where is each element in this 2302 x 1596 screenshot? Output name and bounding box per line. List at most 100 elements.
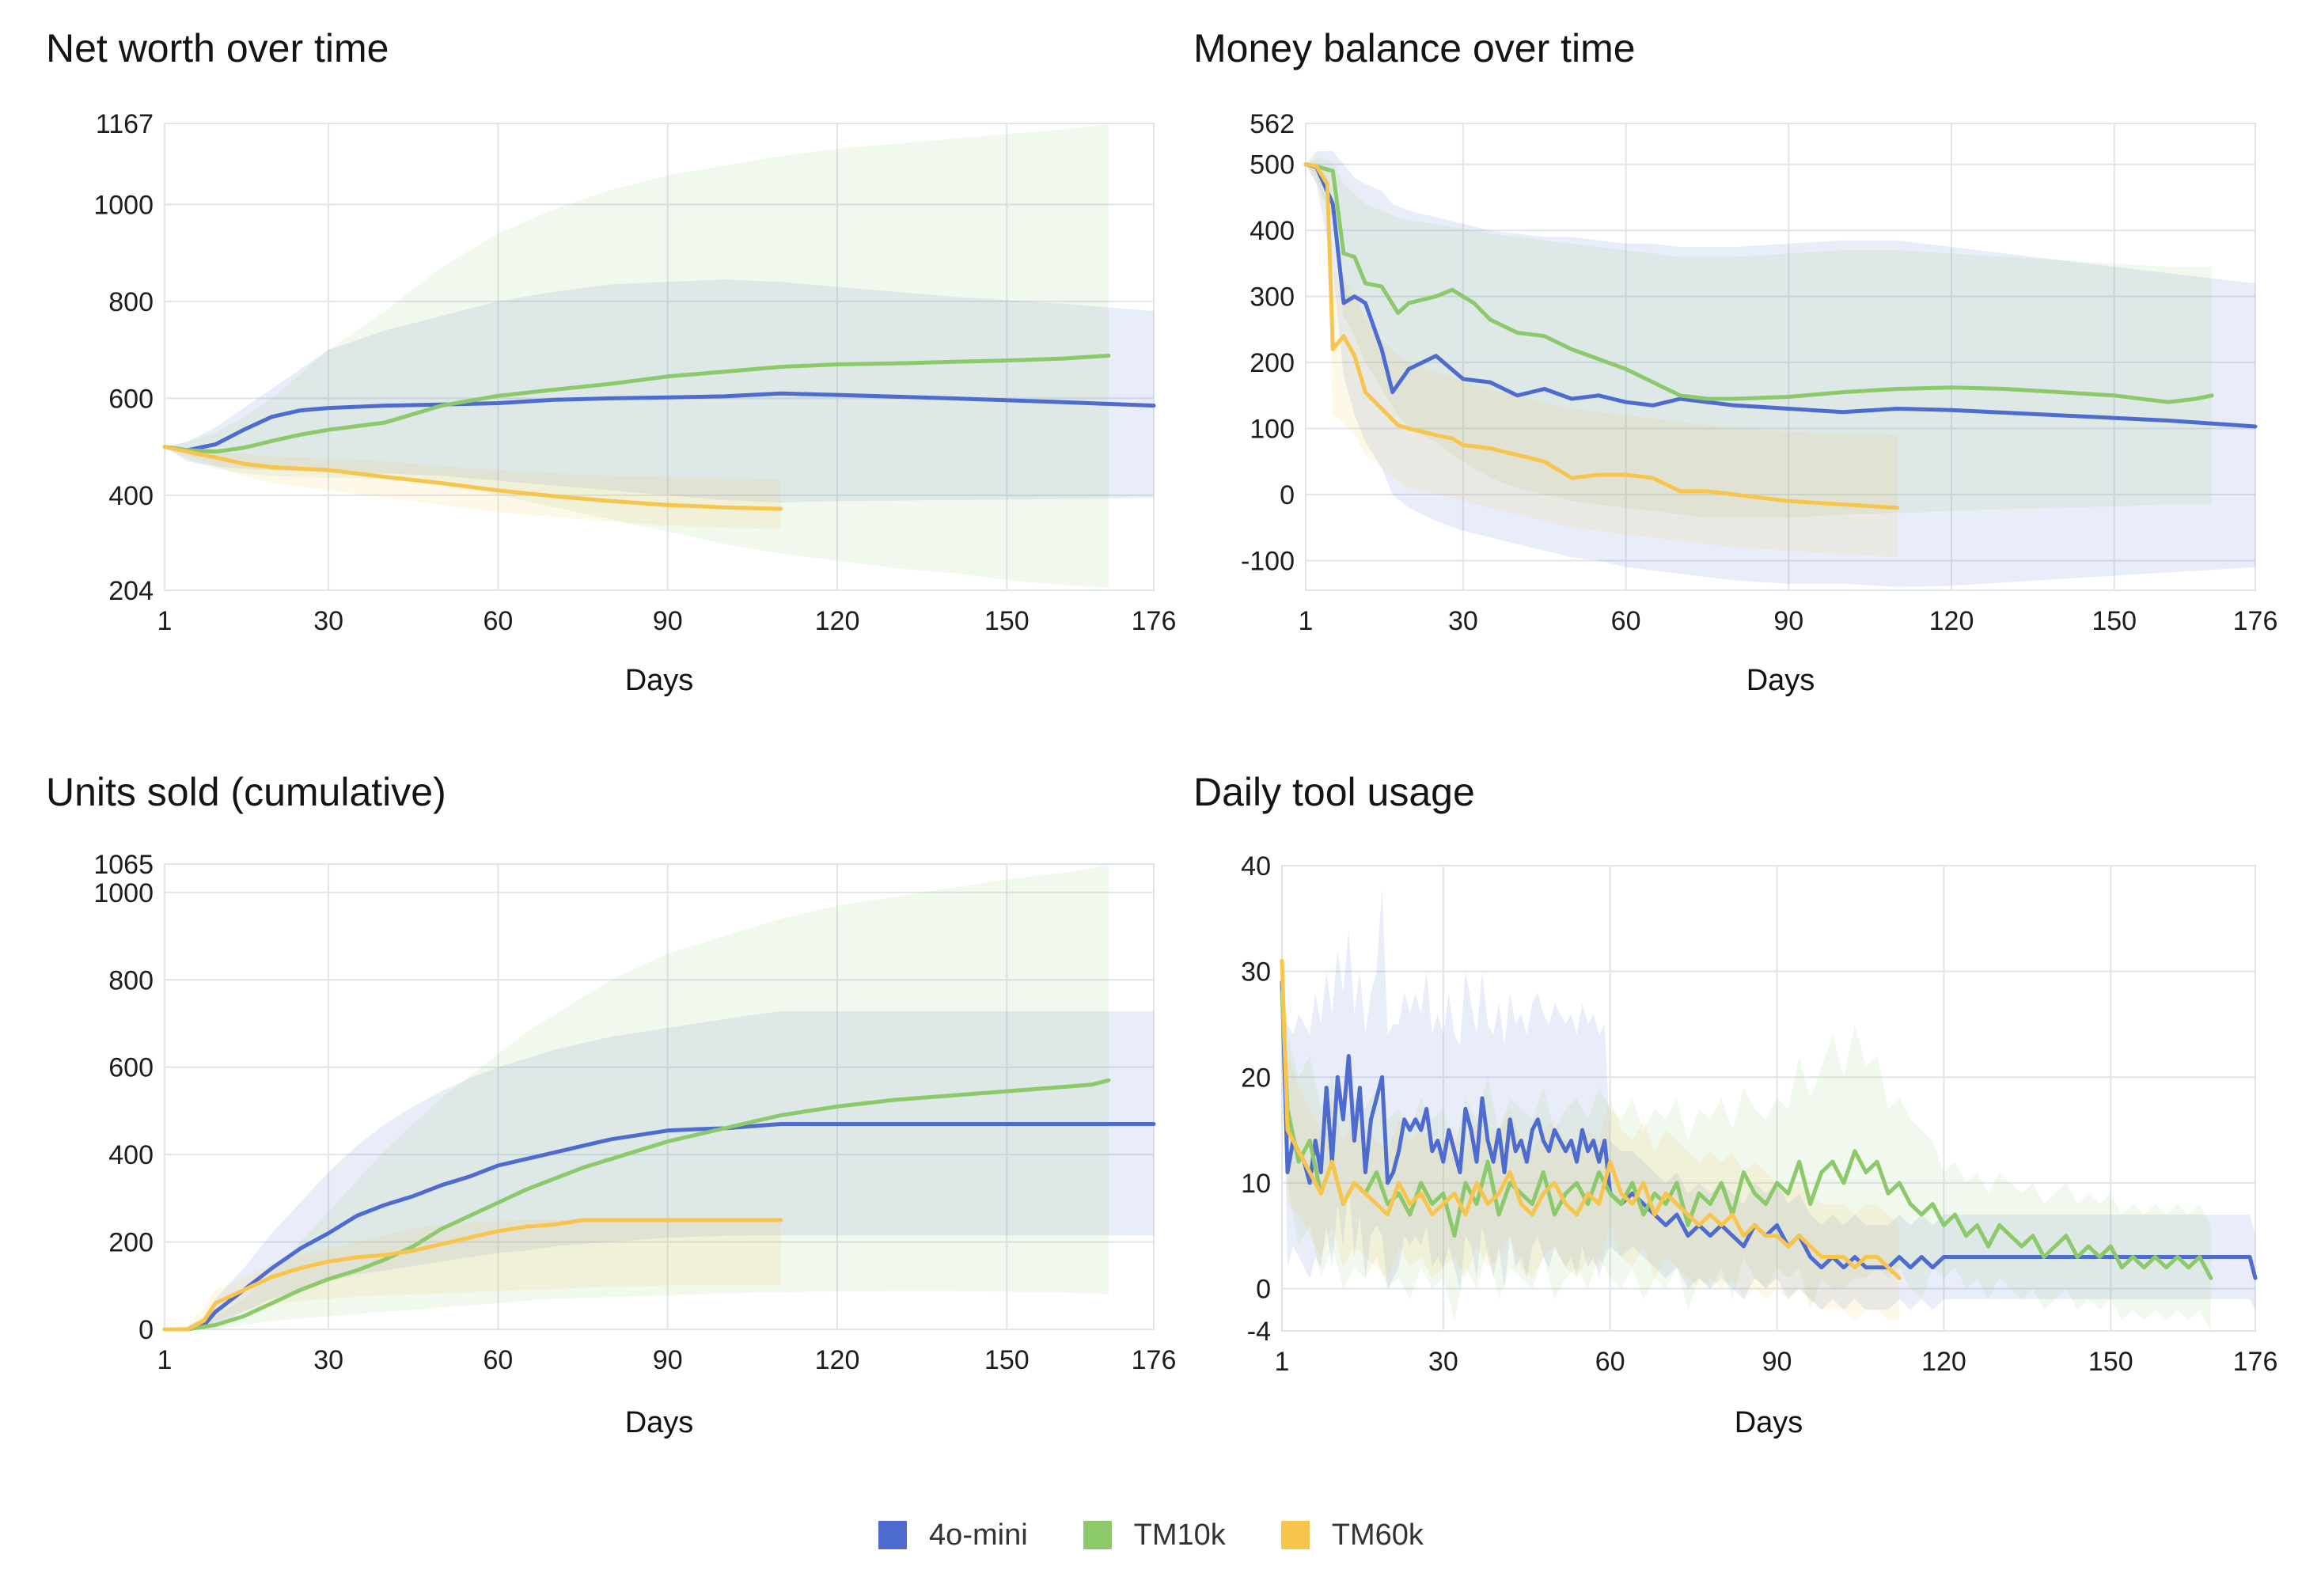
chart-title: Units sold (cumulative) (46, 770, 446, 814)
y-tick-label: 400 (1250, 216, 1295, 246)
x-tick-label: 120 (815, 1345, 860, 1375)
legend-item-tm10k[interactable]: TM10k (1083, 1518, 1226, 1552)
y-tick-label: -100 (1241, 546, 1295, 576)
x-axis-title: Days (625, 1406, 694, 1439)
money-balance-chart: 1 30 60 90 120 150 176 -100 0 100 200 300 400 500 562 D… (1241, 109, 2277, 697)
series-line-tm10k[interactable] (1280, 990, 2213, 1280)
x-tick-label: 1 (157, 1345, 173, 1375)
grid (1305, 123, 2256, 591)
x-tick-label: 60 (1611, 606, 1641, 636)
y-tick-label: 562 (1250, 109, 1295, 139)
grid (164, 863, 1155, 1330)
x-tick-label: 176 (2233, 606, 2278, 636)
tick-labels: 1 30 60 90 120 150 176 204 400 600 800 1000 1167 (93, 109, 1176, 636)
plot-frame (164, 863, 1155, 1330)
confidence-bands (165, 124, 1154, 588)
y-tick-label: 10 (1241, 1169, 1271, 1199)
band-4o-mini (1306, 151, 2255, 587)
x-axis-title: Days (1735, 1406, 1803, 1439)
band-tm10k (165, 124, 1109, 588)
x-tick-label: 176 (1132, 1345, 1177, 1375)
x-tick-label: 90 (1762, 1347, 1792, 1377)
series-line-4o-mini[interactable] (162, 391, 1156, 453)
tick-labels: 1 30 60 90 120 150 176 -4 0 10 20 30 40 (1241, 851, 2277, 1377)
y-tick-label: 1000 (93, 878, 154, 908)
series-line-4o-mini[interactable] (1280, 980, 2258, 1280)
x-tick-label: 90 (1773, 606, 1803, 636)
y-tick-label: 600 (108, 1053, 154, 1083)
x-tick-label: 1 (157, 606, 173, 636)
confidence-bands (1282, 886, 2255, 1331)
x-tick-label: 90 (653, 606, 683, 636)
x-tick-label: 176 (1132, 606, 1177, 636)
y-tick-label: 400 (108, 1140, 154, 1170)
x-axis-title: Days (1746, 664, 1815, 697)
legend-label: TM10k (1133, 1518, 1226, 1552)
x-tick-label: 30 (313, 606, 343, 636)
x-tick-label: 150 (984, 606, 1030, 636)
series-line-tm10k[interactable] (1303, 162, 2214, 404)
legend-label: TM60k (1331, 1518, 1424, 1552)
y-tick-label: 1167 (96, 109, 154, 139)
x-tick-label: 1 (1275, 1347, 1290, 1377)
y-tick-label: 20 (1241, 1063, 1271, 1093)
confidence-bands (165, 864, 1154, 1329)
series-lines (1303, 162, 2258, 510)
x-tick-label: 30 (1448, 606, 1478, 636)
x-tick-label: 1 (1299, 606, 1314, 636)
x-tick-label: 30 (1428, 1347, 1458, 1377)
band-tm10k (1282, 971, 2211, 1331)
confidence-bands (1306, 151, 2255, 587)
legend-item-tm60k[interactable]: TM60k (1280, 1518, 1424, 1552)
x-tick-label: 120 (815, 606, 860, 636)
series-line-tm60k[interactable] (1280, 958, 1902, 1280)
band-tm10k (165, 864, 1109, 1329)
y-tick-label: 200 (1250, 348, 1295, 378)
series-line-4o-mini[interactable] (162, 1122, 1156, 1332)
chart-title: Daily tool usage (1193, 770, 1475, 814)
chart-panel-money-balance: Money balance over time 1 30 60 90 120 150 176… (1193, 25, 2302, 761)
x-tick-label: 60 (1595, 1347, 1625, 1377)
y-tick-label: 0 (1280, 480, 1295, 510)
series-line-tm60k[interactable] (1303, 162, 1899, 510)
band-tm10k (1306, 157, 2213, 518)
y-tick-label: 100 (1250, 415, 1295, 445)
legend-swatch-icon (1083, 1521, 1112, 1549)
series-line-tm10k[interactable] (162, 354, 1111, 454)
tick-labels: 1 30 60 90 120 150 176 -100 0 100 200 300 400 500 562 (1241, 109, 2277, 636)
net-worth-chart: 1 30 60 90 120 150 176 204 400 600 800 1000 1167 Days (93, 109, 1176, 697)
x-tick-label: 120 (1929, 606, 1974, 636)
plot-frame (1281, 865, 2256, 1332)
legend-item-4o-mini[interactable]: 4o-mini (878, 1518, 1028, 1552)
chart-panel-net-worth: Net worth over time 1 30 60 90 120 150 176 204 4… (46, 25, 1193, 761)
series-lines (1280, 958, 2258, 1280)
chart-legend: 4o-mini TM10k TM60k (0, 1507, 2302, 1563)
plot-frame (164, 123, 1155, 591)
x-tick-label: 150 (2092, 606, 2137, 636)
x-axis-title: Days (625, 664, 694, 697)
series-lines (162, 354, 1156, 511)
grid (1281, 865, 2256, 1332)
x-tick-label: 60 (484, 606, 514, 636)
x-tick-label: 120 (1921, 1347, 1966, 1377)
plot-frame (1305, 123, 2256, 591)
y-tick-label: 600 (108, 384, 154, 414)
y-tick-label: 200 (108, 1228, 154, 1258)
legend-label: 4o-mini (929, 1518, 1028, 1552)
series-line-tm60k[interactable] (162, 1218, 783, 1332)
chart-title: Net worth over time (46, 26, 389, 70)
y-tick-label: 400 (108, 481, 154, 511)
x-tick-label: 150 (984, 1345, 1030, 1375)
series-lines (162, 1078, 1156, 1332)
y-tick-label: 1000 (93, 190, 154, 220)
series-line-tm60k[interactable] (162, 445, 783, 511)
series-line-4o-mini[interactable] (1303, 162, 2258, 429)
y-tick-label: 500 (1250, 150, 1295, 180)
chart-title: Money balance over time (1193, 26, 1636, 70)
y-tick-label: 204 (108, 576, 154, 606)
series-line-tm10k[interactable] (162, 1078, 1111, 1332)
band-tm60k (165, 1220, 781, 1329)
x-tick-label: 150 (2088, 1347, 2133, 1377)
legend-swatch-icon (878, 1521, 908, 1549)
